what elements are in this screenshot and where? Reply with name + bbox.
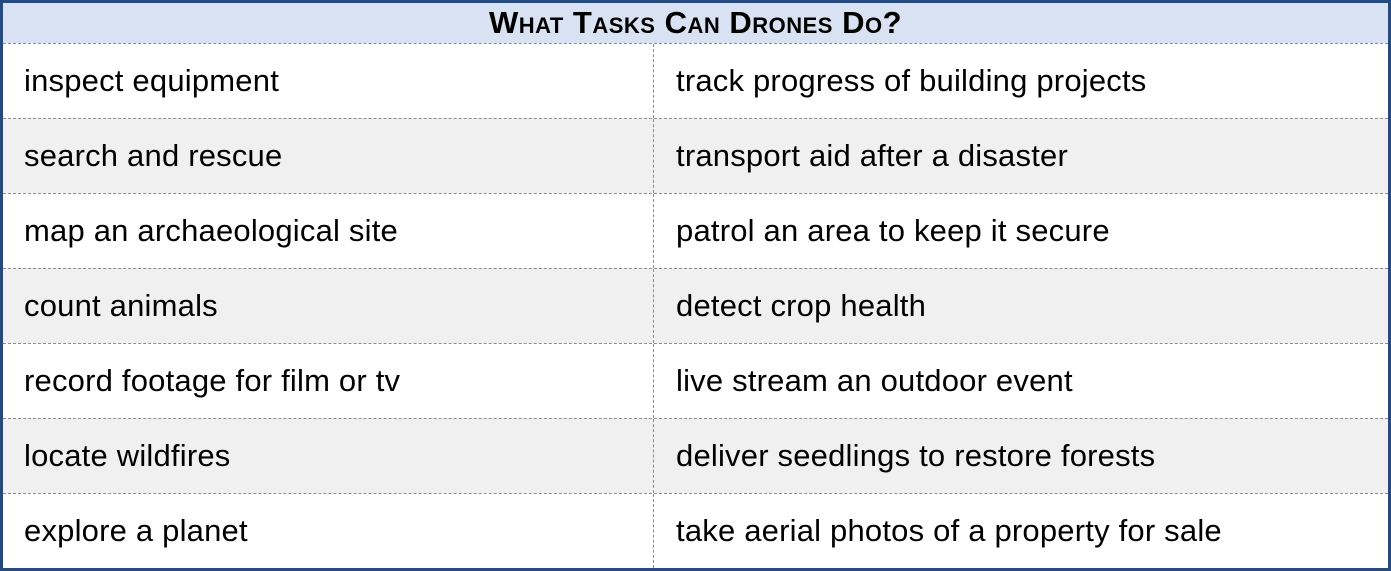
table-row: inspect equipment track progress of buil…: [3, 43, 1388, 118]
table-cell-left: inspect equipment: [3, 44, 654, 118]
table-row: count animals detect crop health: [3, 268, 1388, 343]
table-cell-right: track progress of building projects: [676, 63, 1147, 98]
table-cell-left: map an archaeological site: [3, 194, 654, 268]
table-row: map an archaeological site patrol an are…: [3, 193, 1388, 268]
table-cell-left: count animals: [3, 269, 654, 343]
table-title: What Tasks Can Drones Do?: [488, 4, 903, 40]
table-cell-left: explore a planet: [3, 494, 654, 568]
table-cell-right: detect crop health: [676, 288, 927, 323]
table-row: locate wildfires deliver seedlings to re…: [3, 418, 1388, 493]
table-cell-right: live stream an outdoor event: [676, 363, 1073, 398]
table-cell-right: patrol an area to keep it secure: [676, 213, 1110, 248]
table-title-row: What Tasks Can Drones Do?: [3, 3, 1388, 43]
table-cell-left: search and rescue: [3, 119, 654, 193]
table-cell-right: transport aid after a disaster: [676, 138, 1068, 173]
table-row: record footage for film or tv live strea…: [3, 343, 1388, 418]
table-cell-right: take aerial photos of a property for sal…: [676, 513, 1222, 548]
table-row: search and rescue transport aid after a …: [3, 118, 1388, 193]
table-cell-left: locate wildfires: [3, 419, 654, 493]
table-cell-right: deliver seedlings to restore forests: [676, 438, 1156, 473]
table-row: explore a planet take aerial photos of a…: [3, 493, 1388, 568]
table-cell-left: record footage for film or tv: [3, 344, 654, 418]
